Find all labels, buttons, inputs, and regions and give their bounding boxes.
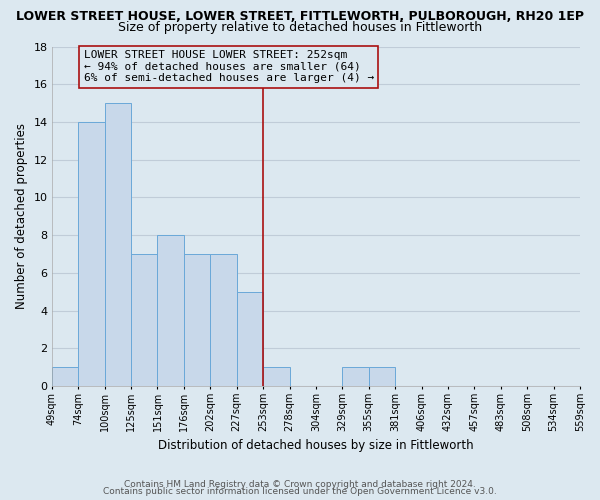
- Bar: [263, 367, 290, 386]
- Y-axis label: Number of detached properties: Number of detached properties: [15, 124, 28, 310]
- Bar: [52, 367, 78, 386]
- Bar: [210, 254, 237, 386]
- Bar: [131, 254, 157, 386]
- Text: Contains public sector information licensed under the Open Government Licence v3: Contains public sector information licen…: [103, 487, 497, 496]
- Text: LOWER STREET HOUSE LOWER STREET: 252sqm
← 94% of detached houses are smaller (64: LOWER STREET HOUSE LOWER STREET: 252sqm …: [83, 50, 374, 84]
- Bar: [157, 235, 184, 386]
- Text: Size of property relative to detached houses in Fittleworth: Size of property relative to detached ho…: [118, 21, 482, 34]
- Text: LOWER STREET HOUSE, LOWER STREET, FITTLEWORTH, PULBOROUGH, RH20 1EP: LOWER STREET HOUSE, LOWER STREET, FITTLE…: [16, 10, 584, 23]
- Bar: [78, 122, 104, 386]
- Bar: [104, 103, 131, 386]
- X-axis label: Distribution of detached houses by size in Fittleworth: Distribution of detached houses by size …: [158, 440, 474, 452]
- Bar: [184, 254, 210, 386]
- Bar: [343, 367, 369, 386]
- Bar: [369, 367, 395, 386]
- Bar: [237, 292, 263, 386]
- Text: Contains HM Land Registry data © Crown copyright and database right 2024.: Contains HM Land Registry data © Crown c…: [124, 480, 476, 489]
